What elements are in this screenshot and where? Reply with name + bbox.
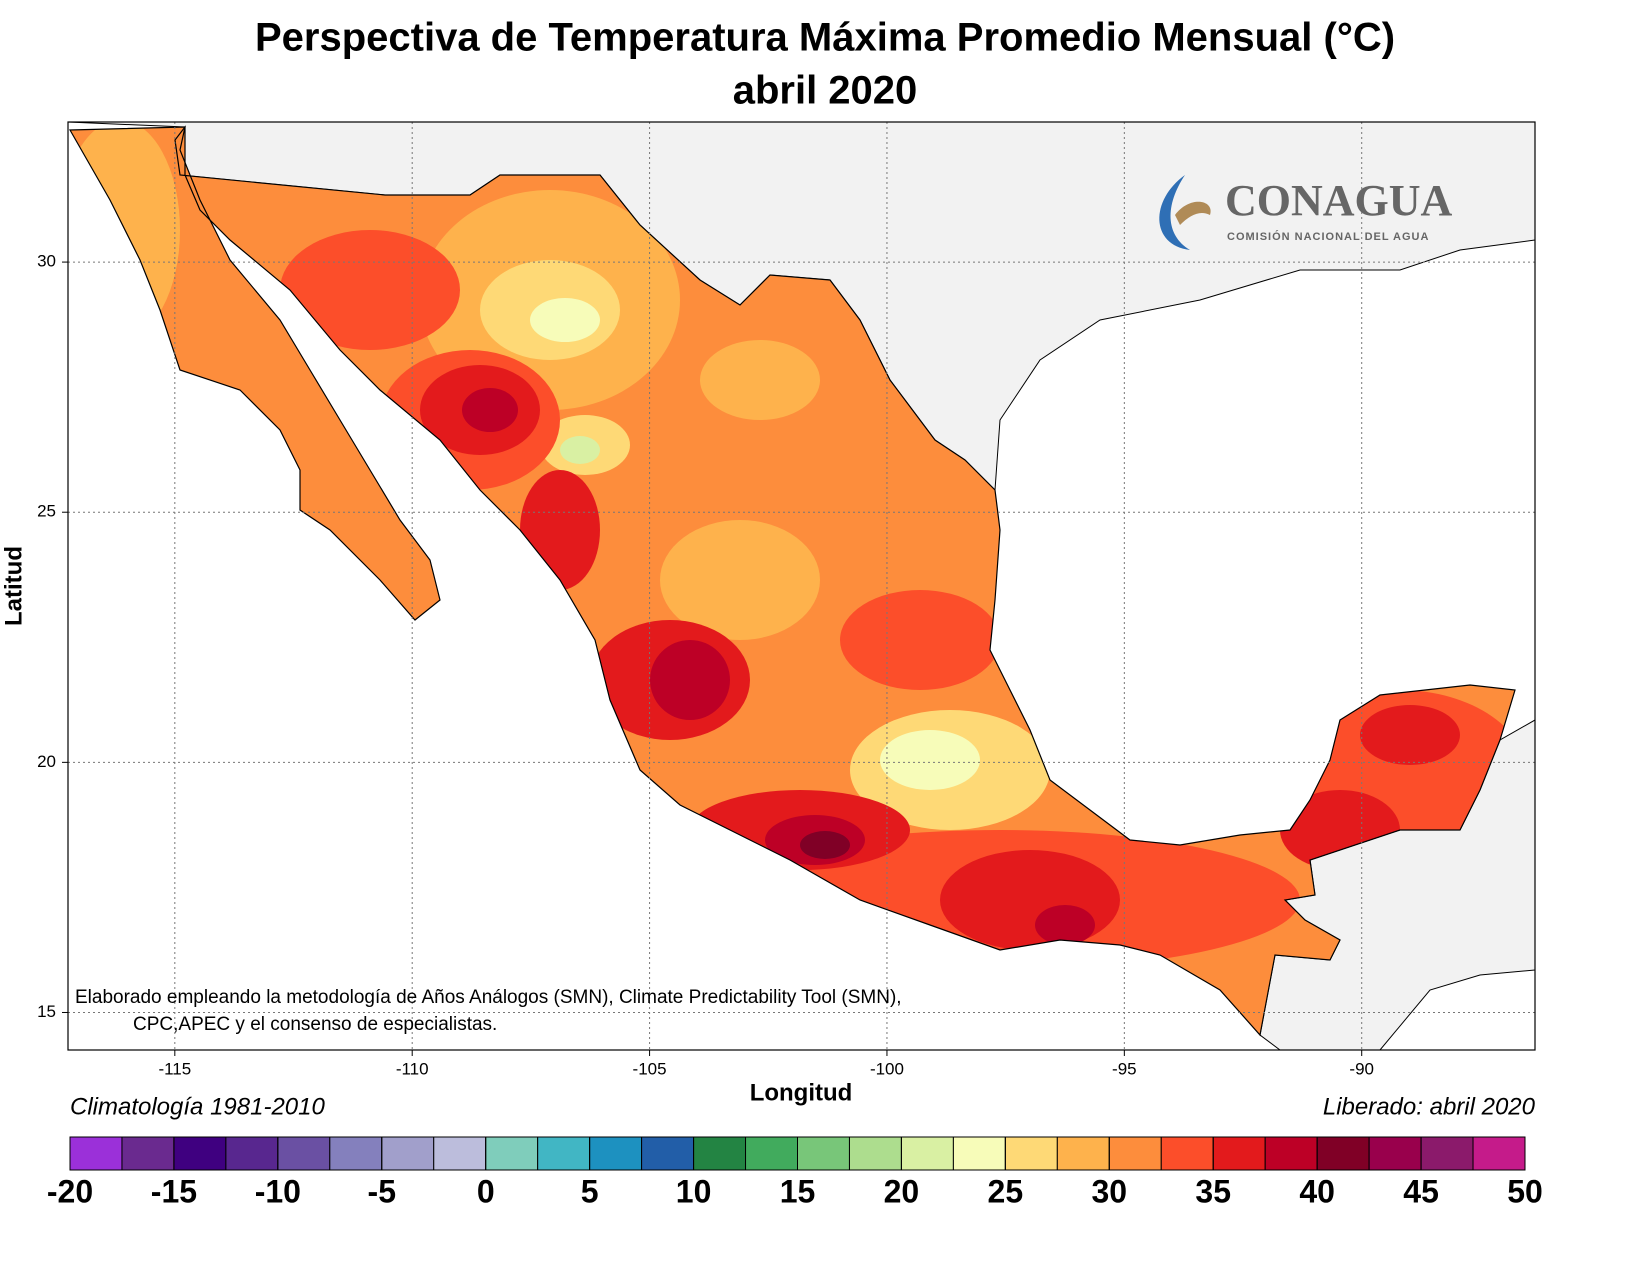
colorbar-swatch — [1472, 1136, 1526, 1171]
colorbar-swatch — [69, 1136, 123, 1171]
colorbar-swatch — [1368, 1136, 1422, 1171]
colorbar-swatch — [1420, 1136, 1474, 1171]
logo: CONAGUA COMISIÓN NACIONAL DEL AGUA — [1159, 175, 1453, 250]
colorbar-label: 35 — [1195, 1173, 1231, 1209]
colorbar-swatch — [1264, 1136, 1318, 1171]
colorbar-swatch — [1004, 1136, 1058, 1171]
colorbar-label: 5 — [581, 1173, 599, 1209]
colorbar-label: 25 — [988, 1173, 1024, 1209]
x-tick-label: -115 — [158, 1059, 191, 1078]
colorbar-swatch — [485, 1136, 539, 1171]
x-tick-label: -110 — [396, 1059, 429, 1078]
colorbar-swatch — [1108, 1136, 1162, 1171]
colorbar-swatch — [745, 1136, 798, 1171]
release-date: Liberado: abril 2020 — [1323, 1093, 1536, 1120]
colorbar-label: -15 — [151, 1173, 197, 1209]
y-tick-label: 25 — [37, 502, 56, 521]
colorbar-swatch — [641, 1136, 695, 1171]
colorbar-swatch — [693, 1136, 747, 1171]
colorbar-label: -10 — [255, 1173, 301, 1209]
colorbar-label: -5 — [368, 1173, 396, 1209]
y-tick-label: 30 — [37, 252, 56, 271]
y-tick-label: 15 — [37, 1002, 56, 1021]
colorbar-swatch — [173, 1136, 227, 1171]
note: CPC,APEC y el consenso de especialistas. — [133, 1014, 497, 1035]
map-area — [68, 122, 1535, 1050]
colorbar-label: 15 — [780, 1173, 816, 1209]
subtitle: abril 2020 — [733, 69, 918, 113]
colorbar-swatch — [433, 1136, 487, 1171]
colorbar-label: 0 — [477, 1173, 495, 1209]
map-frame — [67, 121, 1536, 1051]
colorbar-swatch — [1160, 1136, 1214, 1171]
y-tick-label: 20 — [37, 752, 56, 771]
note: Elaborado empleando la metodología de Añ… — [75, 987, 902, 1008]
colorbar-swatch — [797, 1136, 850, 1171]
colorbar-label: 30 — [1091, 1173, 1127, 1209]
colorbar-swatch — [952, 1136, 1006, 1171]
logo-name: CONAGUA — [1225, 176, 1453, 225]
colorbar-swatch — [1316, 1136, 1370, 1171]
colorbar-swatch — [537, 1136, 591, 1171]
colorbar-swatch — [589, 1136, 643, 1171]
x-tick-label: -105 — [633, 1059, 667, 1078]
colorbar-swatch — [225, 1136, 279, 1171]
colorbar-label: 40 — [1299, 1173, 1335, 1209]
y-axis-label: Latitud — [0, 546, 27, 626]
colorbar-swatch — [277, 1136, 331, 1171]
colorbar: -20 -15 -10 -5 0 5 10 15 20 25 30 35 40 45 50 — [47, 1136, 1543, 1209]
x-tick-label: -90 — [1349, 1059, 1374, 1078]
colorbar-label: -20 — [47, 1173, 93, 1209]
colorbar-swatch — [900, 1136, 954, 1171]
colorbar-swatch — [848, 1136, 902, 1171]
x-tick-label: -100 — [870, 1059, 904, 1078]
x-tick-label: -95 — [1112, 1059, 1137, 1078]
colorbar-swatch — [1056, 1136, 1110, 1171]
colorbar-swatch — [121, 1136, 175, 1171]
x-axis-label: Longitud — [750, 1079, 853, 1106]
title: Perspectiva de Temperatura Máxima Promed… — [255, 16, 1395, 60]
colorbar-swatch — [1212, 1136, 1266, 1171]
logo-subtitle: COMISIÓN NACIONAL DEL AGUA — [1227, 230, 1429, 243]
colorbar-label: 50 — [1507, 1173, 1543, 1209]
colorbar-label: 45 — [1403, 1173, 1439, 1209]
colorbar-label: 10 — [676, 1173, 712, 1209]
colorbar-label: 20 — [884, 1173, 920, 1209]
colorbar-swatch — [381, 1136, 435, 1171]
climatology: Climatología 1981-2010 — [70, 1093, 325, 1120]
colorbar-swatch — [329, 1136, 383, 1171]
